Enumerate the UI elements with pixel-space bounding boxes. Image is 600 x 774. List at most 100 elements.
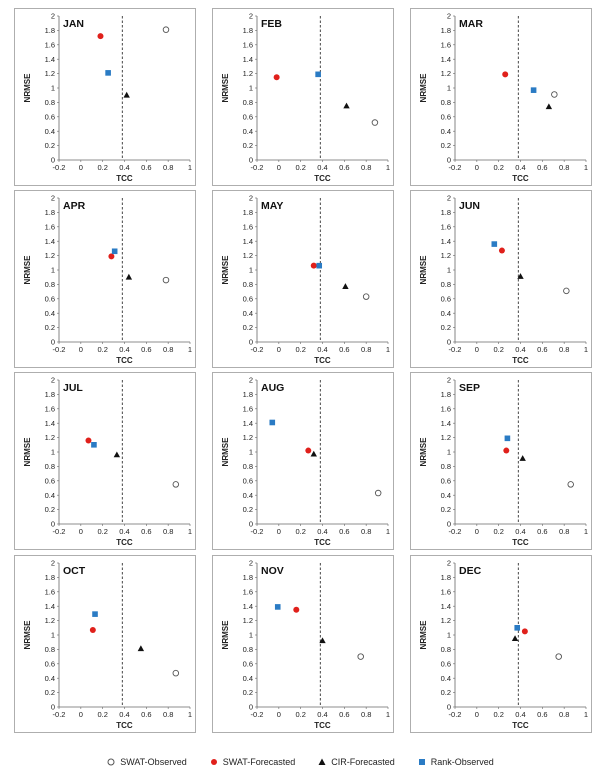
triangle-icon bbox=[318, 758, 326, 765]
x-tick-label: 1 bbox=[584, 345, 588, 354]
x-tick-label: 0 bbox=[475, 163, 479, 172]
y-tick-label: 2 bbox=[447, 194, 451, 203]
x-tick-label: 0.8 bbox=[559, 527, 569, 536]
x-tick-label: 0.8 bbox=[559, 345, 569, 354]
x-tick-label: 0.4 bbox=[119, 527, 129, 536]
y-tick-label: 0.2 bbox=[441, 505, 451, 514]
y-axis-label: NRMSE bbox=[23, 255, 32, 285]
y-tick-label: 2 bbox=[447, 559, 451, 568]
x-tick-label: 0.4 bbox=[515, 527, 525, 536]
y-tick-label: 1.6 bbox=[441, 587, 451, 596]
x-tick-label: 0.6 bbox=[537, 710, 547, 719]
y-tick-label: 1.8 bbox=[243, 573, 253, 582]
y-tick-label: 1.8 bbox=[243, 26, 253, 35]
legend: SWAT-Observed SWAT-Forecasted CIR-Foreca… bbox=[0, 752, 600, 772]
panel-frame bbox=[14, 372, 196, 550]
point-rank-observed bbox=[514, 625, 521, 631]
x-tick-label: 0.4 bbox=[317, 710, 327, 719]
y-tick-label: 1.2 bbox=[441, 433, 451, 442]
panel-title: SEP bbox=[459, 382, 480, 394]
point-cir-forecasted bbox=[517, 273, 524, 279]
x-tick-label: -0.2 bbox=[53, 527, 66, 536]
point-swat-forecasted bbox=[97, 33, 104, 40]
point-rank-observed bbox=[491, 241, 498, 247]
x-tick-label: -0.2 bbox=[449, 710, 462, 719]
point-cir-forecasted bbox=[123, 91, 130, 98]
y-tick-label: 2 bbox=[447, 376, 451, 385]
y-tick-label: 0.8 bbox=[243, 645, 253, 654]
panel-mar: 00.20.40.60.811.21.41.61.82-0.2 0 0.2 0.4 0.… bbox=[410, 8, 592, 186]
y-tick-label: 0.8 bbox=[45, 462, 55, 471]
panel-aug: 00.20.40.60.811.21.41.61.82-0.2 0 0.2 0.4 0.… bbox=[212, 372, 394, 550]
y-tick-label: 0.8 bbox=[243, 462, 253, 471]
legend-item-cir-forecasted: CIR-Forecasted bbox=[317, 757, 395, 767]
x-tick-label: 0.4 bbox=[317, 163, 327, 172]
point-swat-forecasted bbox=[305, 447, 312, 454]
y-tick-label: 0 bbox=[51, 520, 55, 529]
point-swat-forecasted bbox=[85, 437, 92, 444]
figure: 00.20.40.60.811.21.41.61.82-0.2 0 0.2 0.4 0.… bbox=[14, 8, 592, 733]
point-swat-forecasted bbox=[273, 74, 280, 81]
x-axis-label: TCC bbox=[116, 538, 133, 547]
point-rank-observed bbox=[111, 248, 118, 255]
y-tick-label: 1.4 bbox=[243, 602, 253, 611]
x-axis-label: TCC bbox=[116, 174, 133, 183]
x-axis-label: TCC bbox=[314, 538, 331, 547]
y-tick-label: 1.6 bbox=[441, 404, 451, 413]
x-tick-label: 0.8 bbox=[559, 710, 569, 719]
x-tick-label: 1 bbox=[584, 163, 588, 172]
panel-title: JAN bbox=[63, 18, 84, 30]
x-tick-label: 1 bbox=[188, 527, 192, 536]
y-tick-label: 0.2 bbox=[243, 323, 253, 332]
y-tick-label: 2 bbox=[249, 559, 253, 568]
panel-nov: 00.20.40.60.811.21.41.61.82-0.2 0 0.2 0.4 0.… bbox=[212, 555, 394, 733]
y-tick-label: 0.6 bbox=[441, 659, 451, 668]
y-axis-label: NRMSE bbox=[419, 73, 428, 103]
panel-oct: 00.20.40.60.811.21.41.61.82-0.2 0 0.2 0.4 0.… bbox=[14, 555, 196, 733]
point-rank-observed bbox=[91, 442, 97, 448]
y-tick-label: 1 bbox=[447, 84, 451, 93]
x-tick-label: 0 bbox=[277, 527, 281, 536]
panel-title: MAY bbox=[261, 200, 283, 212]
x-axis-label: TCC bbox=[512, 538, 529, 547]
x-tick-label: 0.6 bbox=[339, 163, 349, 172]
x-tick-label: 0 bbox=[277, 345, 281, 354]
panel-title: AUG bbox=[261, 382, 284, 394]
y-tick-label: 1.4 bbox=[45, 237, 55, 246]
x-tick-label: -0.2 bbox=[449, 527, 462, 536]
y-tick-label: 0.4 bbox=[45, 309, 55, 318]
x-axis-label: TCC bbox=[314, 356, 331, 365]
x-tick-label: 0.4 bbox=[515, 345, 525, 354]
panel-dec: 00.20.40.60.811.21.41.61.82-0.2 0 0.2 0.4 0.… bbox=[410, 555, 592, 733]
y-tick-label: 1.8 bbox=[45, 26, 55, 35]
panel-frame bbox=[410, 555, 592, 733]
y-tick-label: 2 bbox=[51, 12, 55, 21]
point-cir-forecasted bbox=[545, 103, 553, 110]
y-tick-label: 1.6 bbox=[243, 40, 253, 49]
x-tick-label: 0.2 bbox=[97, 345, 107, 354]
y-tick-label: 0.8 bbox=[45, 280, 55, 289]
x-tick-label: -0.2 bbox=[53, 710, 66, 719]
point-swat-forecasted bbox=[521, 628, 528, 635]
panel-jul: 00.20.40.60.811.21.41.61.82-0.2 0 0.2 0.4 0.… bbox=[14, 372, 196, 550]
x-tick-label: 1 bbox=[386, 527, 390, 536]
panel-frame bbox=[410, 372, 592, 550]
x-axis-label: TCC bbox=[116, 721, 133, 730]
x-tick-label: 0.6 bbox=[537, 163, 547, 172]
y-tick-label: 1 bbox=[249, 84, 253, 93]
x-tick-label: 0.4 bbox=[317, 527, 327, 536]
y-tick-label: 0.2 bbox=[45, 141, 55, 150]
y-axis-label: NRMSE bbox=[23, 73, 32, 103]
y-tick-label: 0.4 bbox=[243, 674, 253, 683]
y-tick-label: 0.2 bbox=[243, 141, 253, 150]
panel-apr: 00.20.40.60.811.21.41.61.82-0.2 0 0.2 0.4 0.… bbox=[14, 190, 196, 368]
x-tick-label: 0.6 bbox=[141, 163, 151, 172]
x-tick-label: 0.6 bbox=[141, 345, 151, 354]
x-tick-label: 0.6 bbox=[141, 710, 151, 719]
x-tick-label: 1 bbox=[386, 345, 390, 354]
y-tick-label: 1.4 bbox=[441, 55, 451, 64]
y-tick-label: 0.2 bbox=[45, 323, 55, 332]
y-tick-label: 0.8 bbox=[243, 280, 253, 289]
y-tick-label: 0.4 bbox=[441, 674, 451, 683]
legend-label: SWAT-Forecasted bbox=[222, 757, 296, 767]
